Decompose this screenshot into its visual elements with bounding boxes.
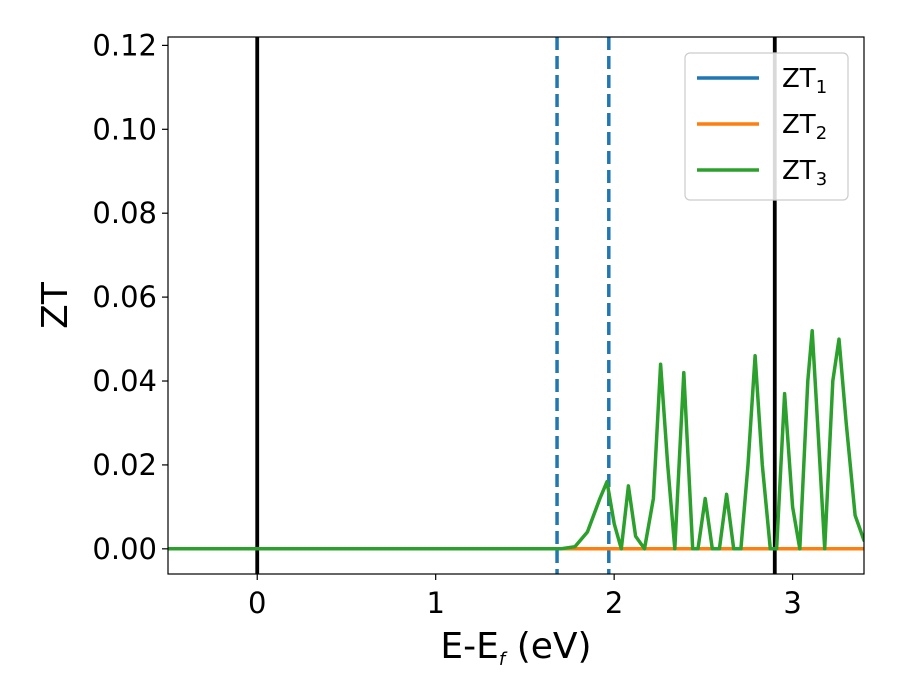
series-group	[168, 328, 864, 551]
y-tick-label: 0.10	[92, 112, 157, 146]
legend: ZT1 ZT2 ZT3	[684, 52, 849, 201]
y-tick-label: 0.12	[92, 28, 157, 62]
y-tick-label: 0.04	[92, 364, 157, 398]
x-tick-label: 1	[426, 586, 444, 620]
y-tick-label: 0.08	[92, 196, 157, 230]
legend-label: ZT2	[782, 110, 827, 144]
y-tick-label: 0.02	[92, 448, 157, 482]
y-axis-label: ZT	[35, 281, 76, 329]
x-tick-label: 3	[783, 586, 801, 620]
x-tick-label: 2	[605, 586, 623, 620]
x-axis-label: E-Ef (eV)	[440, 626, 591, 670]
x-tick-label: 0	[248, 586, 266, 620]
y-axis-ticks: 0.00 0.02 0.04 0.06 0.08 0.10 0.12	[92, 28, 168, 566]
legend-box	[684, 52, 849, 201]
plot-frame	[167, 36, 865, 575]
legend-label: ZT1	[782, 64, 827, 98]
legend-label: ZT3	[782, 156, 827, 190]
x-axis-ticks: 0 1 2 3	[248, 574, 802, 620]
y-tick-label: 0.06	[92, 280, 157, 314]
y-tick-label: 0.00	[92, 532, 157, 566]
series-line-zt3	[168, 328, 864, 551]
